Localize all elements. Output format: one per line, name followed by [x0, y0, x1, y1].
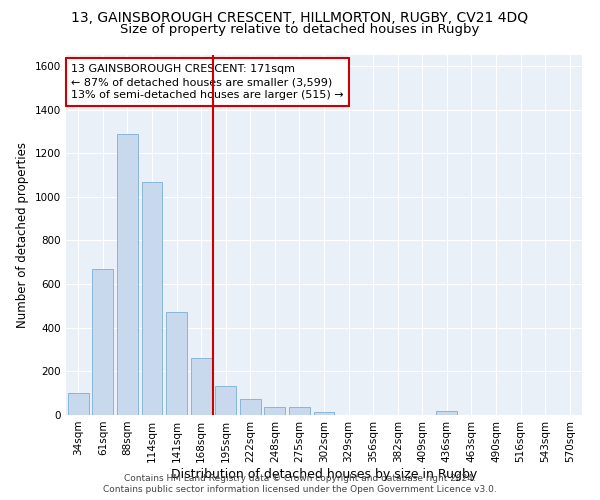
- Text: Contains HM Land Registry data © Crown copyright and database right 2024.
Contai: Contains HM Land Registry data © Crown c…: [103, 474, 497, 494]
- X-axis label: Distribution of detached houses by size in Rugby: Distribution of detached houses by size …: [171, 468, 477, 480]
- Text: 13, GAINSBOROUGH CRESCENT, HILLMORTON, RUGBY, CV21 4DQ: 13, GAINSBOROUGH CRESCENT, HILLMORTON, R…: [71, 11, 529, 25]
- Bar: [142, 182, 163, 415]
- Bar: [191, 358, 212, 415]
- Bar: [92, 269, 113, 415]
- Bar: [289, 408, 310, 415]
- Bar: [265, 408, 286, 415]
- Bar: [215, 386, 236, 415]
- Text: 13 GAINSBOROUGH CRESCENT: 171sqm
← 87% of detached houses are smaller (3,599)
13: 13 GAINSBOROUGH CRESCENT: 171sqm ← 87% o…: [71, 64, 344, 100]
- Bar: [166, 312, 187, 415]
- Text: Size of property relative to detached houses in Rugby: Size of property relative to detached ho…: [121, 22, 479, 36]
- Bar: [68, 393, 89, 415]
- Bar: [314, 412, 334, 415]
- Bar: [436, 410, 457, 415]
- Y-axis label: Number of detached properties: Number of detached properties: [16, 142, 29, 328]
- Bar: [117, 134, 138, 415]
- Bar: [240, 398, 261, 415]
